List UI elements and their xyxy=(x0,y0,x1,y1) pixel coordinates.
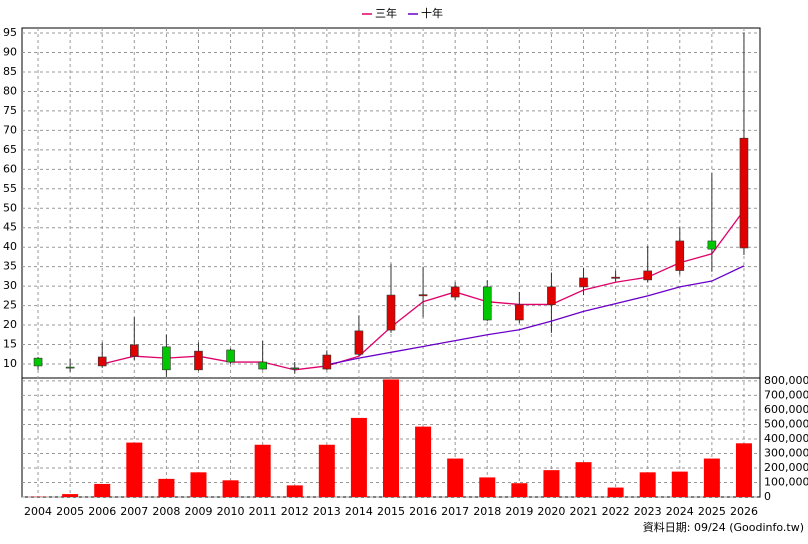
volume-bar xyxy=(287,485,303,497)
y-tick-label: 75 xyxy=(3,104,17,117)
volume-bar xyxy=(255,445,271,497)
x-tick-label: 2019 xyxy=(505,505,533,518)
legend-label: 十年 xyxy=(421,6,443,20)
x-tick-label: 2020 xyxy=(537,505,565,518)
x-tick-label: 2007 xyxy=(120,505,148,518)
candle-body xyxy=(387,295,395,330)
candle-body xyxy=(34,358,42,366)
y2-tick-label: 600,000 xyxy=(764,403,808,416)
volume-bar xyxy=(479,477,495,497)
candle-body xyxy=(515,305,523,320)
y2-tick-label: 0 xyxy=(764,490,771,503)
y-tick-label: 55 xyxy=(3,182,17,195)
volume-bar xyxy=(158,479,174,497)
x-tick-label: 2021 xyxy=(570,505,598,518)
volume-bar xyxy=(447,459,463,497)
x-tick-label: 2008 xyxy=(152,505,180,518)
volume-bar xyxy=(736,443,752,497)
y-tick-label: 90 xyxy=(3,46,17,59)
x-tick-label: 2023 xyxy=(634,505,662,518)
x-tick-label: 2012 xyxy=(281,505,309,518)
candle-body xyxy=(259,362,267,369)
candle-body xyxy=(98,357,106,366)
candle-body xyxy=(708,241,716,249)
legend-label: 三年 xyxy=(375,6,397,20)
y2-tick-label: 100,000 xyxy=(764,475,808,488)
y-tick-label: 80 xyxy=(3,84,17,97)
x-tick-label: 2004 xyxy=(24,505,52,518)
y-tick-label: 40 xyxy=(3,240,17,253)
x-tick-label: 2024 xyxy=(666,505,694,518)
volume-bar xyxy=(543,470,559,497)
y2-tick-label: 700,000 xyxy=(764,388,808,401)
y-tick-label: 60 xyxy=(3,162,17,175)
y-tick-label: 65 xyxy=(3,143,17,156)
volume-bar xyxy=(511,483,527,497)
y-tick-label: 85 xyxy=(3,65,17,78)
y-tick-label: 25 xyxy=(3,299,17,312)
candle-body xyxy=(580,278,588,287)
candle-body xyxy=(323,355,331,369)
candle-body xyxy=(291,368,299,369)
x-tick-label: 2018 xyxy=(473,505,501,518)
x-tick-label: 2013 xyxy=(313,505,341,518)
volume-bar xyxy=(576,462,592,497)
candle-body xyxy=(451,287,459,297)
candle-body xyxy=(66,367,74,368)
y-tick-label: 50 xyxy=(3,201,17,214)
volume-bar xyxy=(126,443,142,497)
candle-body xyxy=(547,287,555,305)
y-tick-label: 10 xyxy=(3,357,17,370)
y-tick-label: 95 xyxy=(3,26,17,39)
y-tick-label: 30 xyxy=(3,279,17,292)
x-tick-label: 2011 xyxy=(249,505,277,518)
x-tick-label: 2014 xyxy=(345,505,373,518)
x-tick-label: 2017 xyxy=(441,505,469,518)
volume-bar xyxy=(62,494,78,497)
candle-body xyxy=(194,351,202,370)
volume-bar xyxy=(190,472,206,497)
y2-tick-label: 500,000 xyxy=(764,417,808,430)
x-tick-label: 2022 xyxy=(602,505,630,518)
y2-tick-label: 300,000 xyxy=(764,446,808,459)
candle-body xyxy=(676,241,684,271)
candle-body xyxy=(227,350,235,362)
x-tick-label: 2025 xyxy=(698,505,726,518)
candle-body xyxy=(419,295,427,296)
x-tick-label: 2009 xyxy=(184,505,212,518)
volume-bar xyxy=(640,472,656,497)
x-tick-label: 2005 xyxy=(56,505,84,518)
volume-bar xyxy=(704,459,720,497)
x-tick-label: 2006 xyxy=(88,505,116,518)
y-tick-label: 45 xyxy=(3,221,17,234)
candle-body xyxy=(644,271,652,280)
x-tick-label: 2016 xyxy=(409,505,437,518)
candle-body xyxy=(355,331,363,354)
candle-body xyxy=(162,347,170,370)
volume-bar xyxy=(319,445,335,497)
y-tick-label: 35 xyxy=(3,260,17,273)
candle-body xyxy=(740,138,748,248)
y2-tick-label: 800,000 xyxy=(764,374,808,387)
x-tick-label: 2015 xyxy=(377,505,405,518)
y2-tick-label: 200,000 xyxy=(764,461,808,474)
volume-bar xyxy=(383,379,399,497)
volume-bar xyxy=(672,472,688,497)
candle-body xyxy=(612,277,620,278)
y-tick-label: 15 xyxy=(3,338,17,351)
candle-body xyxy=(130,345,138,356)
volume-bar xyxy=(351,418,367,497)
x-tick-label: 2010 xyxy=(217,505,245,518)
candle-body xyxy=(483,287,491,320)
y2-tick-label: 400,000 xyxy=(764,432,808,445)
volume-bar xyxy=(608,488,624,497)
volume-bar xyxy=(223,480,239,497)
y-tick-label: 70 xyxy=(3,123,17,136)
y-tick-label: 20 xyxy=(3,318,17,331)
x-tick-label: 2026 xyxy=(730,505,758,518)
volume-bar xyxy=(94,484,110,497)
volume-bar xyxy=(415,427,431,497)
footer: 資料日期: 09/24 (Goodinfo.tw) xyxy=(643,520,804,534)
